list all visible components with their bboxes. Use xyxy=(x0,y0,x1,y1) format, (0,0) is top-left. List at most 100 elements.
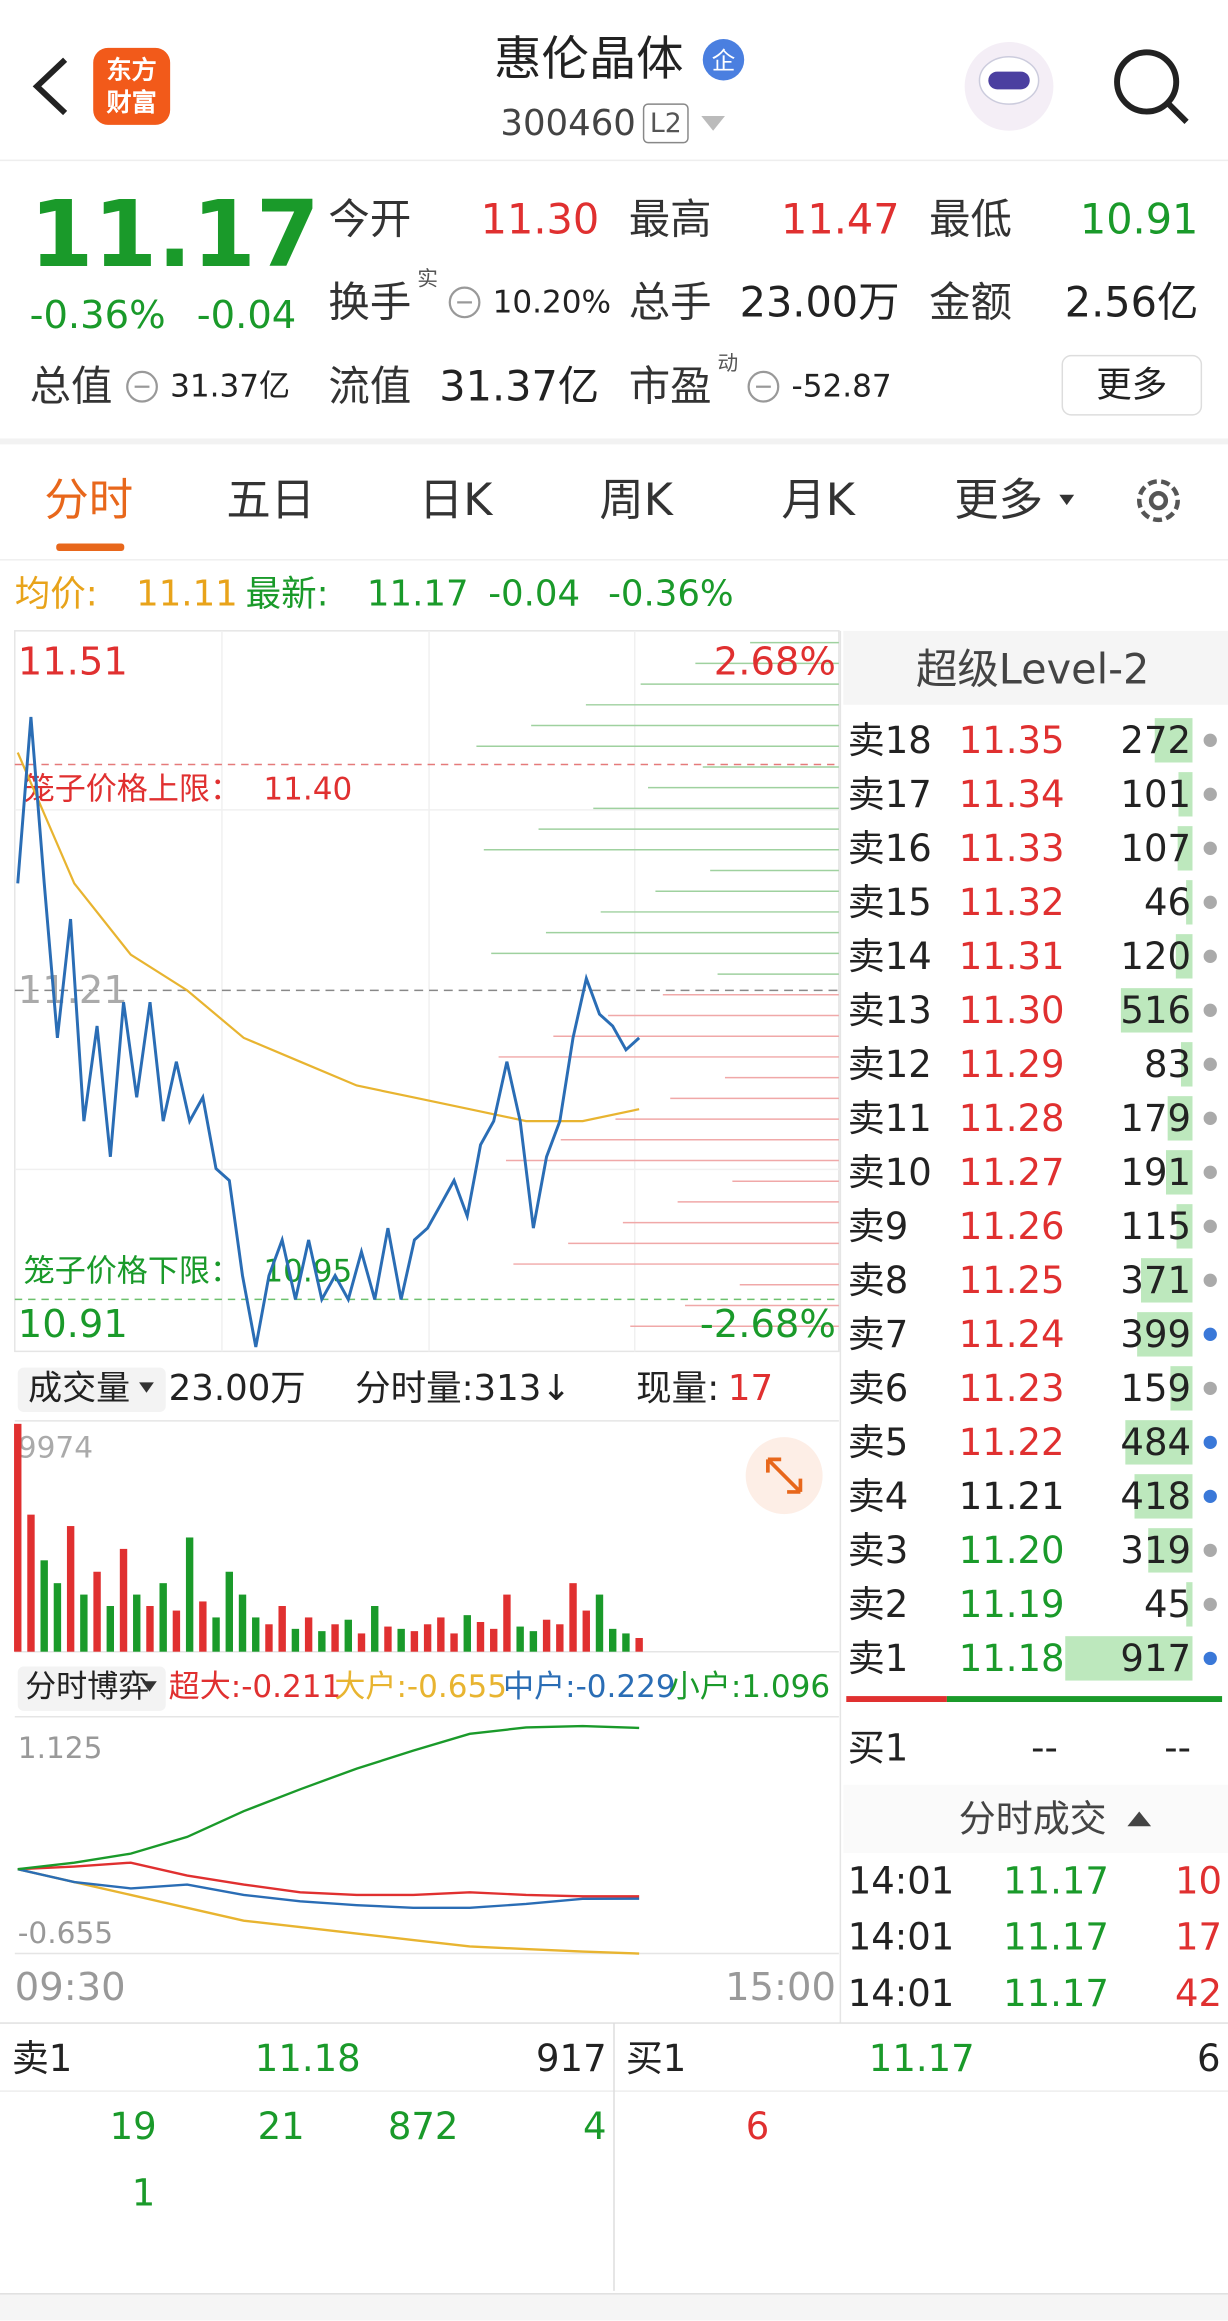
avatar-visor xyxy=(988,71,1030,90)
volume-bar xyxy=(503,1594,511,1652)
avg-label: 均价: xyxy=(15,573,98,614)
tab[interactable]: 更多 xyxy=(954,475,1043,526)
volume-bar xyxy=(609,1628,617,1652)
logo-text: 财富 xyxy=(107,88,157,117)
ask-dot xyxy=(1203,1327,1217,1342)
logo[interactable] xyxy=(93,47,171,125)
search-handle xyxy=(1166,102,1189,124)
volume-bar xyxy=(172,1610,181,1652)
last-change: -0.04 xyxy=(488,573,580,614)
game-title: 分时博弈 xyxy=(25,1669,149,1705)
ask-qty-bar xyxy=(1175,934,1193,979)
volume-bar xyxy=(529,1631,538,1652)
ask-qty-bar xyxy=(1178,772,1193,817)
depth-lines xyxy=(476,641,839,1327)
volume-bar xyxy=(106,1606,115,1652)
volume-bar xyxy=(423,1624,432,1652)
ask-qty: 371 xyxy=(1120,1259,1191,1302)
ask-qty: 45 xyxy=(1144,1583,1191,1626)
stat-label: 总手 xyxy=(629,278,712,326)
stock-name: 惠伦晶体 xyxy=(494,32,683,87)
game-selector[interactable] xyxy=(17,1666,166,1711)
ask-label: 卖10 xyxy=(848,1151,932,1194)
level: L2 xyxy=(650,108,682,139)
lower-limit-text: 笼子价格下限： xyxy=(24,1253,241,1289)
tab[interactable]: 日K xyxy=(419,475,494,526)
ask-dot xyxy=(1203,787,1217,801)
back-button[interactable] xyxy=(32,57,68,116)
ask-label: 卖18 xyxy=(848,719,932,762)
volume-bar xyxy=(318,1631,326,1652)
volume-selector[interactable] xyxy=(17,1367,166,1413)
tab[interactable]: 周K xyxy=(599,475,674,526)
ask-dot xyxy=(1203,1003,1217,1017)
ask-qty: 917 xyxy=(1120,1637,1191,1680)
volume-tick: 分时量:313↓ xyxy=(355,1368,571,1409)
volume-bar xyxy=(252,1617,260,1652)
level-box[interactable] xyxy=(642,103,689,144)
ask-qty: 399 xyxy=(1120,1313,1191,1356)
ask-dot xyxy=(1203,1489,1217,1504)
trade-qty: 10 xyxy=(1175,1860,1222,1903)
trade-time: 14:01 xyxy=(848,1860,955,1903)
ask-dot xyxy=(1203,1435,1217,1450)
ask-dot xyxy=(1203,841,1217,855)
ask-dot xyxy=(1203,1651,1217,1666)
ask-qty-bar xyxy=(1165,1150,1193,1195)
ask-label: 卖11 xyxy=(848,1097,932,1140)
bottom-nav xyxy=(0,2293,1228,2321)
trade-qty: 17 xyxy=(1175,1916,1222,1959)
trade-price: 11.17 xyxy=(1003,1972,1109,2015)
tab[interactable]: 分时 xyxy=(44,475,133,526)
game-line xyxy=(17,1868,640,1909)
info-icon[interactable] xyxy=(747,370,780,403)
ask-dot xyxy=(1203,1057,1217,1071)
game-min-label: -0.655 xyxy=(18,1916,113,1950)
trade-qty: 42 xyxy=(1175,1972,1222,2015)
tab[interactable]: 五日 xyxy=(226,475,315,526)
volume-bar xyxy=(159,1583,167,1652)
volume-bar xyxy=(410,1631,419,1652)
stat-label: 最低 xyxy=(929,196,1012,244)
sell-queue-item: 1 xyxy=(132,2172,156,2215)
ask-qty: 115 xyxy=(1120,1205,1191,1248)
bid-label: 买1 xyxy=(848,1726,909,1769)
y-max-label: 11.51 xyxy=(18,639,128,684)
volume-bar xyxy=(212,1617,220,1652)
ask-dot xyxy=(1203,1543,1217,1558)
time-start: 09:30 xyxy=(15,1965,126,2010)
time-end: 15:00 xyxy=(725,1965,836,2010)
stat-label: 换手 xyxy=(328,278,411,326)
dropdown-arrow xyxy=(139,1382,154,1393)
ask-dot xyxy=(1203,1597,1217,1612)
stat-label: 市盈 xyxy=(629,363,712,411)
bid-qty: -- xyxy=(1164,1726,1191,1769)
game-legend: 中户:-0.229 xyxy=(503,1669,676,1705)
search-icon[interactable] xyxy=(1114,49,1180,115)
ask-qty: 191 xyxy=(1120,1151,1191,1194)
dropdown-arrow xyxy=(701,115,725,131)
settings-icon[interactable] xyxy=(1137,479,1180,523)
info-icon[interactable] xyxy=(126,370,158,403)
ask-dot xyxy=(1203,895,1217,909)
volume-bar xyxy=(635,1637,643,1652)
trades-title[interactable]: 分时成交 xyxy=(959,1797,1107,1840)
ask-qty-bar xyxy=(1141,1258,1193,1303)
game-legend: 超大:-0.211 xyxy=(169,1669,342,1705)
volume-total: 23.00万 xyxy=(169,1368,306,1409)
volume-bar xyxy=(27,1514,35,1652)
volume-bar xyxy=(265,1624,273,1652)
ask-qty: 319 xyxy=(1120,1529,1191,1572)
ask-qty-bar xyxy=(1177,826,1193,871)
avg-line xyxy=(16,752,640,1123)
tab[interactable]: 月K xyxy=(781,475,856,526)
ask-price: 11.29 xyxy=(959,1043,1065,1086)
book-divider xyxy=(846,1696,947,1703)
more-button[interactable] xyxy=(1061,354,1203,416)
volume-bar xyxy=(490,1628,498,1652)
volume-bar xyxy=(199,1601,207,1652)
info-icon[interactable] xyxy=(448,286,481,319)
ask-qty: 418 xyxy=(1120,1475,1191,1518)
ask-label: 卖7 xyxy=(848,1313,909,1356)
